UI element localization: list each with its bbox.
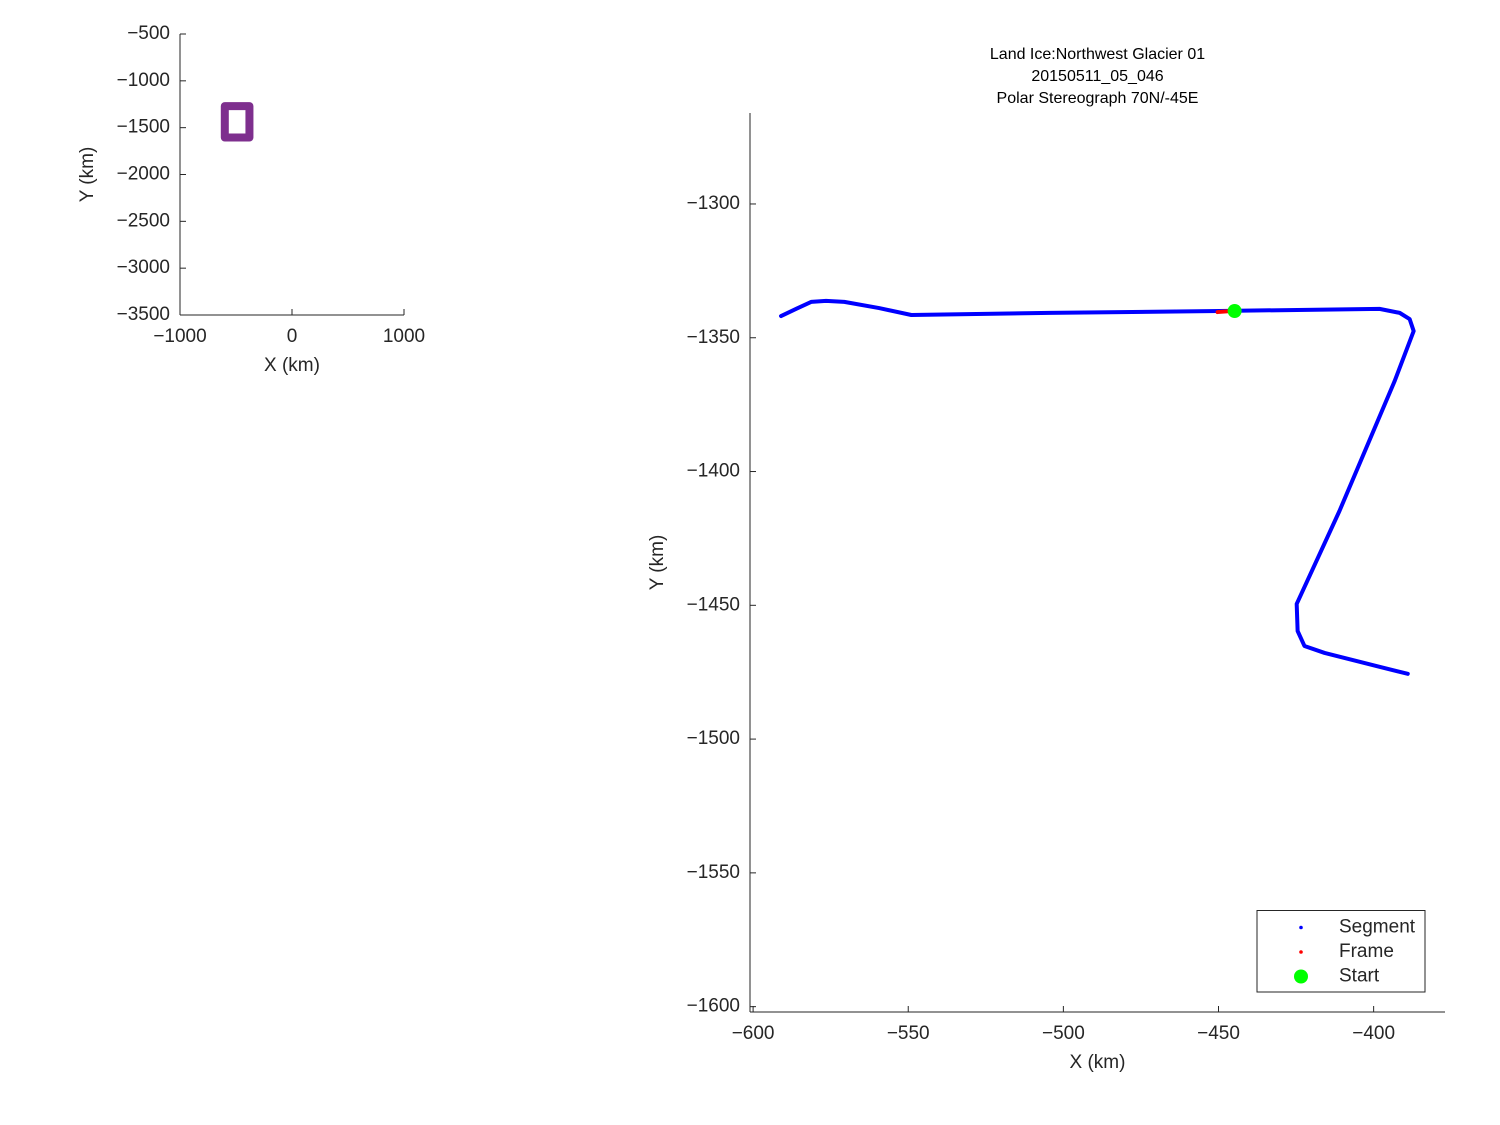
track-line: [220, 102, 254, 142]
x-tick-label: −400: [1352, 1023, 1395, 1044]
y-axis-label: Y (km): [647, 535, 668, 591]
x-axis-label: X (km): [264, 355, 320, 376]
plot-area: [779, 298, 1416, 676]
y-tick-label: −1350: [687, 327, 740, 348]
legend-swatch: [1299, 950, 1303, 954]
legend-swatch: [1299, 925, 1303, 930]
chart-title: 20150511_05_046: [1031, 68, 1163, 85]
y-tick-label: −2000: [117, 164, 170, 185]
y-tick-label: −500: [127, 23, 170, 44]
legend-label: Segment: [1339, 917, 1416, 938]
start-marker: [1227, 303, 1242, 318]
x-axis-label: X (km): [1070, 1052, 1126, 1073]
y-tick-label: −1500: [687, 728, 740, 749]
y-axis-label: Y (km): [77, 147, 98, 203]
x-tick-label: −450: [1197, 1023, 1240, 1044]
y-tick-label: −3500: [117, 304, 170, 325]
x-tick-label: 1000: [383, 326, 425, 347]
chart-title: Land Ice:Northwest Glacier 01: [990, 46, 1205, 63]
plot-area: [220, 102, 254, 142]
x-tick-label: −550: [887, 1023, 930, 1044]
y-tick-label: −1300: [687, 193, 740, 214]
y-tick-label: −1400: [687, 461, 740, 482]
y-tick-label: −1000: [117, 70, 170, 91]
x-tick-label: −1000: [153, 326, 206, 347]
legend-label: Start: [1339, 966, 1380, 987]
legend-label: Frame: [1339, 941, 1394, 962]
y-tick-label: −1600: [687, 996, 740, 1017]
y-tick-label: −1500: [117, 117, 170, 138]
y-tick-label: −3000: [117, 257, 170, 278]
legend-box: [1256, 910, 1426, 993]
y-tick-label: −2500: [117, 210, 170, 231]
legend: Segment Frame Start: [1256, 910, 1426, 993]
chart-title: Polar Stereograph 70N/-45E: [997, 90, 1199, 107]
x-tick-label: 0: [287, 326, 298, 347]
chart: −600 −550 −500 −450 −400 −1300 −1350 −1400 −1450…: [647, 46, 1445, 1073]
chart: −1000 0 1000 −500 −1000 −1500 −2000 −2500 −3000 −…: [77, 23, 425, 376]
x-tick-label: −600: [732, 1023, 775, 1044]
track-line: [779, 298, 1416, 676]
y-tick-label: −1550: [687, 862, 740, 883]
x-tick-label: −500: [1042, 1023, 1085, 1044]
legend-swatch: [1294, 969, 1308, 984]
y-tick-label: −1450: [687, 594, 740, 615]
